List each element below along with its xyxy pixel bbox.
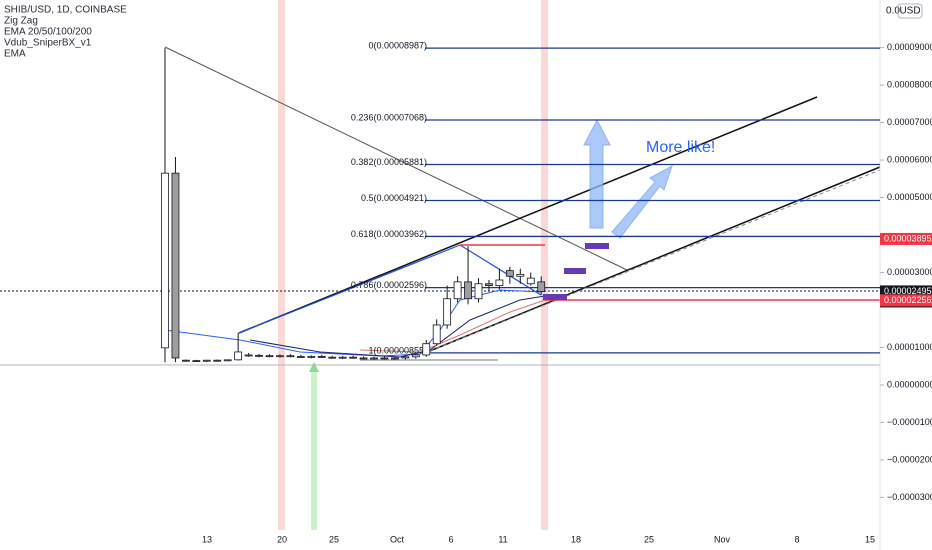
fib-label: 0.786(0.00002596) <box>351 280 427 290</box>
candle-body <box>526 277 535 285</box>
candle-body <box>370 357 378 360</box>
arrow <box>611 164 673 239</box>
candle-body <box>537 281 546 293</box>
candle-body <box>505 270 514 277</box>
fib-label: 0.382(0.00005881) <box>351 157 427 167</box>
annotation: More like! <box>646 139 715 156</box>
channel-top <box>238 96 818 334</box>
candle-body <box>223 359 232 362</box>
indicator: Zig Zag <box>4 16 38 27</box>
marker <box>564 268 586 274</box>
candle-body <box>286 355 295 358</box>
price-tag-label: 0.00002495 <box>884 286 932 296</box>
candle-body <box>516 273 525 277</box>
y-tick-label: 0.00003000 <box>887 267 932 277</box>
candle-body <box>161 172 169 349</box>
candle-body <box>349 356 358 359</box>
price-tag-label: 0.00002256 <box>884 295 932 305</box>
x-tick-label: Oct <box>390 534 405 544</box>
candle-body <box>495 279 504 287</box>
x-tick-label: 25 <box>644 534 654 544</box>
candle-body <box>234 351 243 361</box>
x-tick-label: 8 <box>794 534 799 544</box>
y-tick-label: −0.00003000 <box>887 492 932 502</box>
fib-label: 0.618(0.00003962) <box>351 229 427 239</box>
price-tag <box>880 232 932 245</box>
candle-body <box>265 355 274 358</box>
fib-label: 0.5(0.00004921) <box>361 193 427 203</box>
ema <box>359 299 546 353</box>
y-tick-label: 0.00005000 <box>887 192 932 202</box>
y-tick-label: −0.00001000 <box>887 417 932 427</box>
price-tag-label: 0.00003895 <box>884 233 932 243</box>
y-tick-label: 0.00008000 <box>887 79 932 89</box>
candle-body <box>380 357 389 360</box>
x-tick-label: 15 <box>865 534 875 544</box>
candle-body <box>411 354 420 358</box>
candle-body <box>453 281 462 300</box>
signal-arrow <box>309 362 319 372</box>
arrow <box>583 118 611 229</box>
marker <box>543 294 567 300</box>
candle-body <box>276 355 284 358</box>
candle-body <box>307 356 316 358</box>
channel-mid <box>429 169 881 352</box>
candle-body <box>244 354 253 357</box>
x-tick-label: 6 <box>448 534 453 544</box>
candle-body <box>359 357 368 360</box>
marker <box>585 243 609 249</box>
indicator: EMA <box>4 49 26 60</box>
symbol: SHIB/USD, 1D, COINBASE <box>4 5 127 16</box>
candle-body <box>255 354 263 357</box>
candle-body <box>202 359 211 362</box>
highlight-band <box>541 0 548 530</box>
candle-body <box>443 298 452 326</box>
candle-body <box>422 343 431 356</box>
x-tick-label: 11 <box>498 534 507 544</box>
y-tick-label: 0.00006000 <box>887 154 932 164</box>
price-axis <box>880 0 932 550</box>
candle-body <box>192 360 201 362</box>
y-tick-label: 0.00009000 <box>887 42 932 52</box>
signal-band <box>311 368 317 530</box>
ema <box>164 289 542 357</box>
candle-body <box>432 324 441 345</box>
y-tick-label: 0.00001000 <box>887 342 932 352</box>
y-tick-label: 0.00000000 <box>887 379 932 389</box>
fib-label: 0.236(0.00007068) <box>351 112 427 122</box>
highlight-band <box>278 0 285 530</box>
x-tick-label: 25 <box>329 534 339 544</box>
indicator: EMA 20/50/100/200 <box>4 27 92 38</box>
candle-body <box>213 359 222 362</box>
candle-body <box>474 283 483 300</box>
fib-label: 1(0.00000855) <box>368 345 427 355</box>
candle-body <box>401 356 410 359</box>
candle-body <box>181 359 190 362</box>
trend-line <box>164 46 628 271</box>
candle-body <box>390 357 399 360</box>
candle-body <box>296 356 305 358</box>
x-tick-label: 20 <box>277 534 287 544</box>
axis-top: 0.0 <box>886 6 900 17</box>
currency: USD <box>899 6 920 17</box>
candle-body <box>485 283 493 287</box>
y-tick-label: −0.00002000 <box>887 454 932 464</box>
candle-body <box>328 356 337 359</box>
candle-body <box>338 356 347 359</box>
price-tag <box>880 294 932 307</box>
x-tick-label: Nov <box>714 534 731 544</box>
candle-body <box>464 281 472 300</box>
x-tick-label: 13 <box>202 534 212 544</box>
currency-box <box>897 3 923 19</box>
indicator: Vdub_SniperBX_v1 <box>4 38 92 49</box>
channel-bottom <box>424 166 881 354</box>
fib-label: 0(0.00008987) <box>368 40 427 50</box>
candle-body <box>171 172 180 359</box>
candle-body <box>317 356 326 358</box>
x-tick-label: 18 <box>571 534 581 544</box>
y-tick-label: 0.00007000 <box>887 117 932 127</box>
